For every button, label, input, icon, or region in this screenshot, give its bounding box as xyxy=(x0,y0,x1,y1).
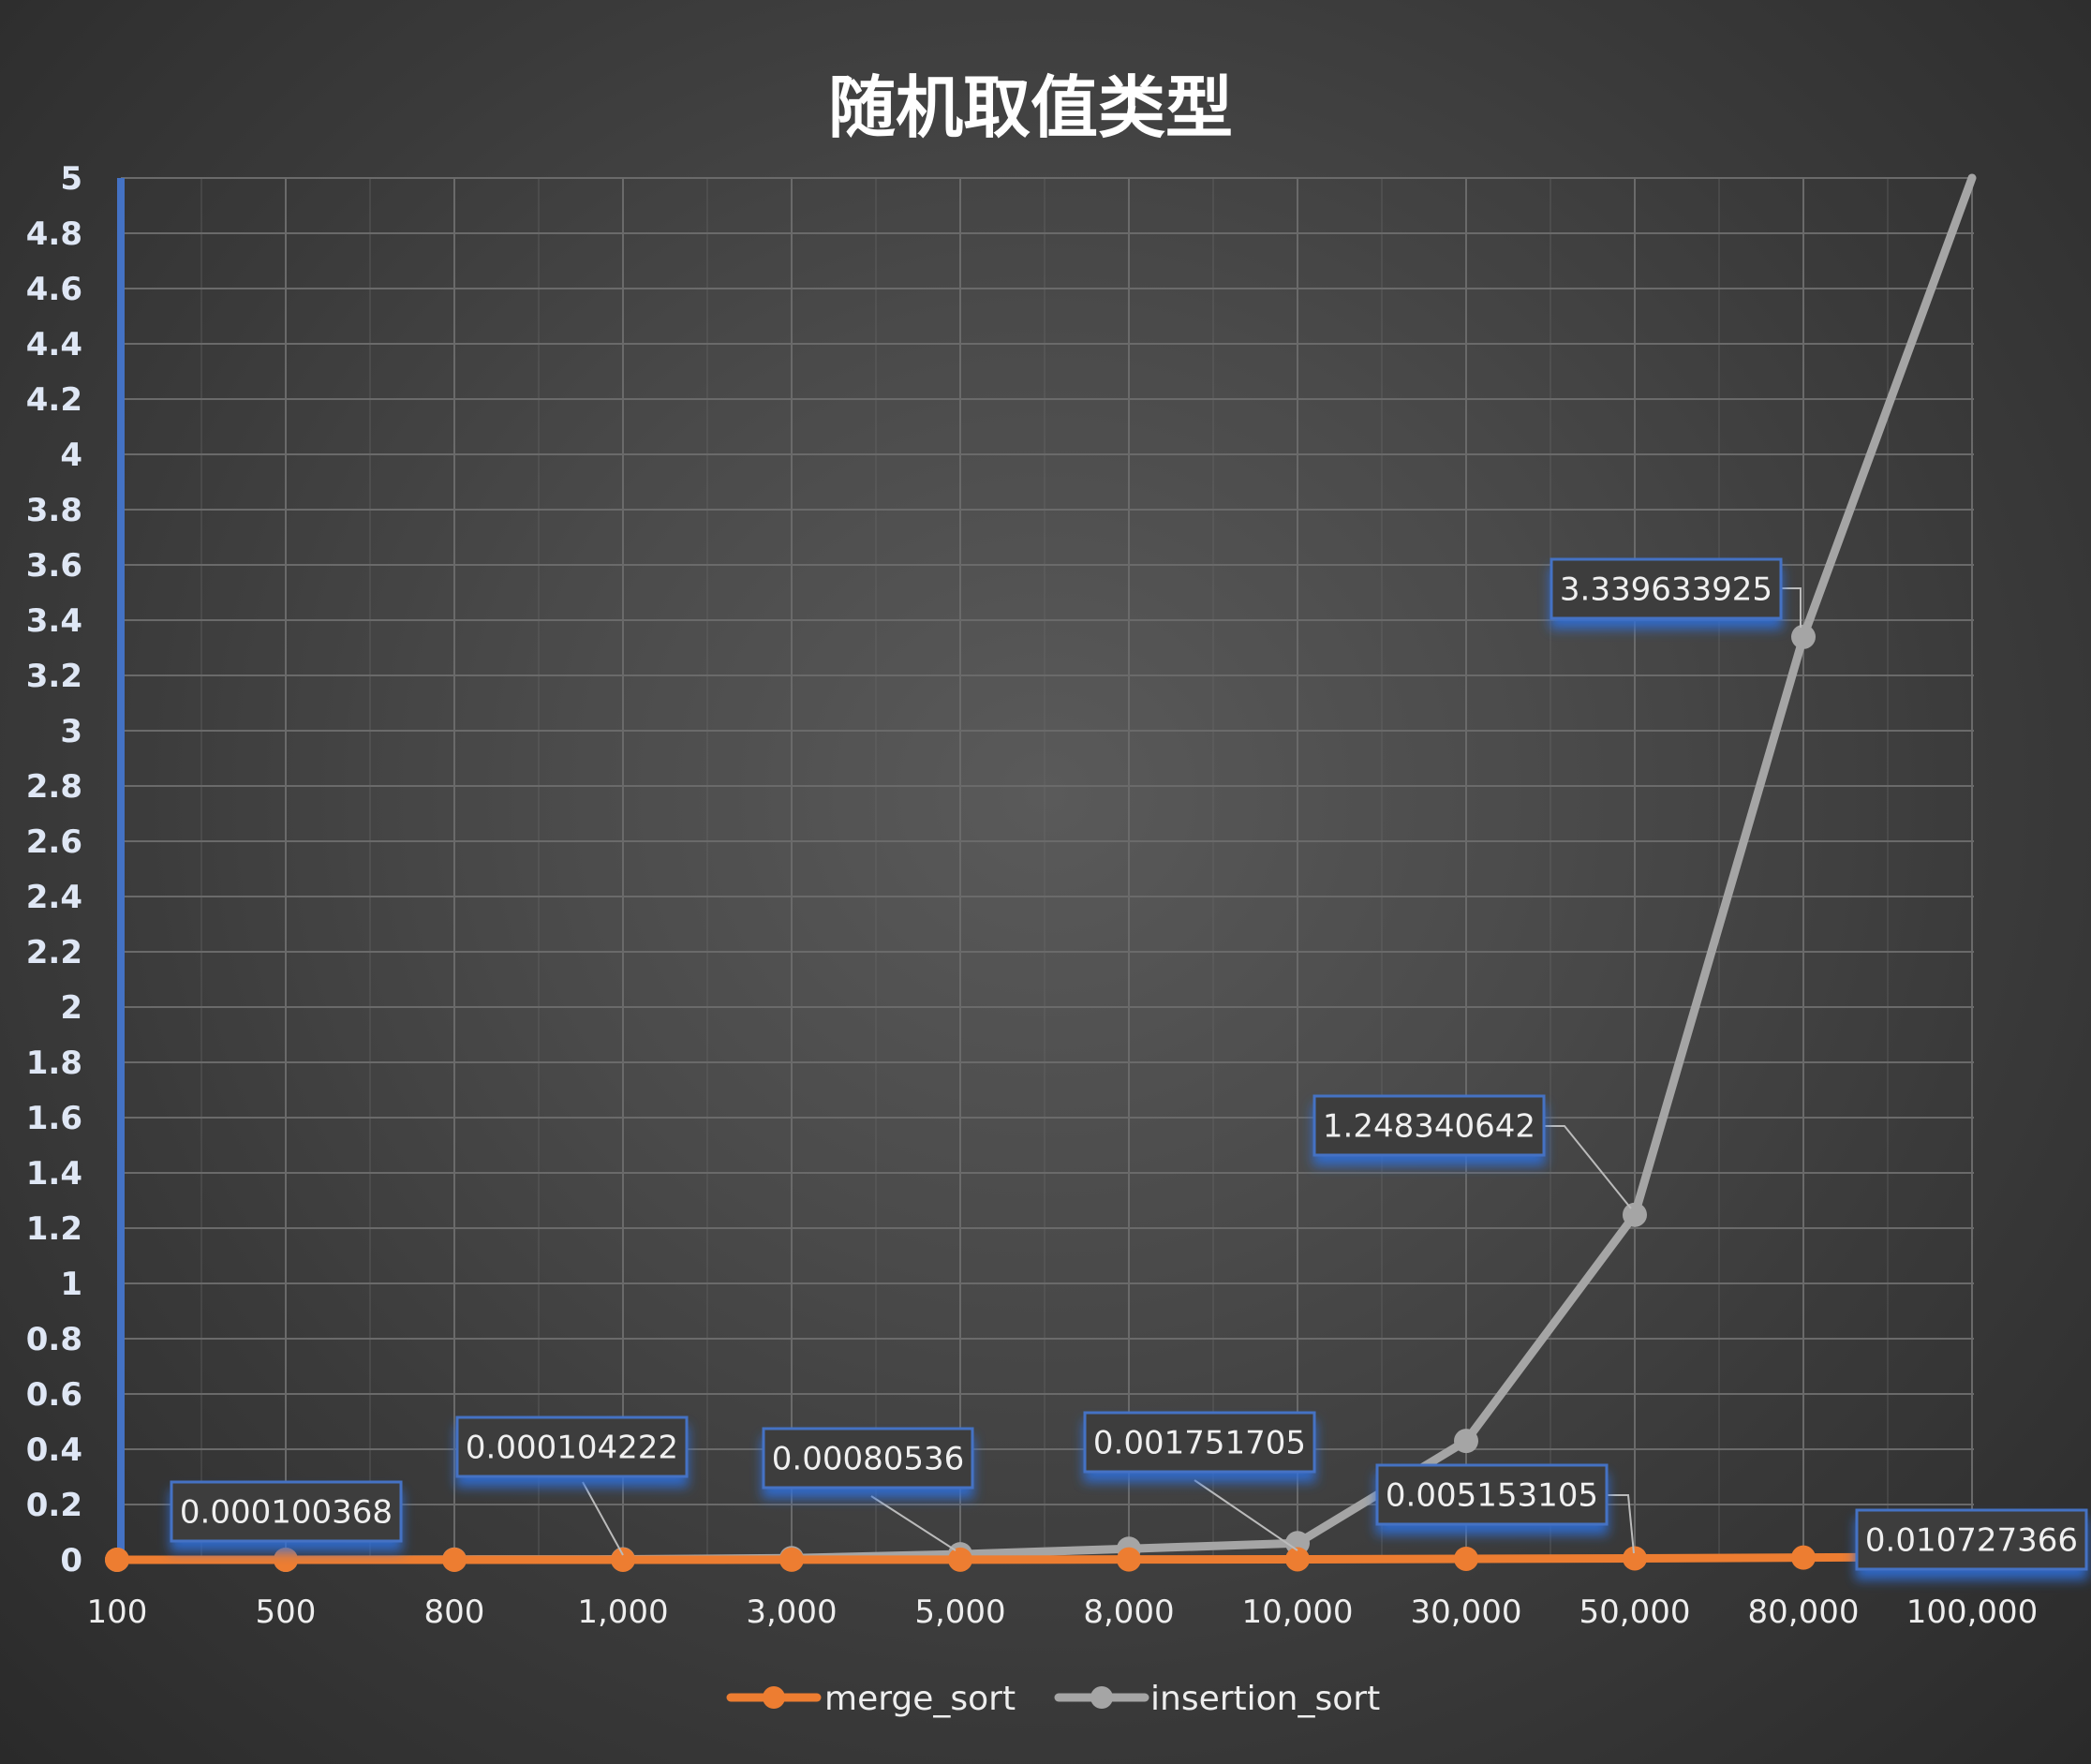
chart-title: 随机取值类型 xyxy=(828,68,1233,147)
data-labels: 0.000100368 0.000104222 0.00080536 0.001751… xyxy=(170,557,2088,1571)
data-point-merge-sort xyxy=(611,1547,635,1572)
y-tick-label: 3 xyxy=(60,713,82,750)
data-label-leader xyxy=(582,1481,624,1556)
y-tick-label: 0.4 xyxy=(26,1431,82,1469)
x-tick-label: 5,000 xyxy=(914,1594,1005,1631)
data-label-text: 0.001751705 xyxy=(1093,1425,1306,1462)
data-label-box xyxy=(1550,557,1783,620)
data-label-text: 0.005153105 xyxy=(1386,1477,1598,1515)
x-tick-label: 10,000 xyxy=(1242,1594,1354,1631)
legend-swatch-marker xyxy=(1090,1686,1113,1709)
y-tick-label: 2.6 xyxy=(26,823,82,861)
y-tick-label: 1.2 xyxy=(26,1210,82,1248)
x-tick-label: 100 xyxy=(87,1594,148,1631)
data-point-insertion-sort xyxy=(1623,1202,1647,1227)
y-tick-label: 2.2 xyxy=(26,934,82,971)
y-tick-label: 0.2 xyxy=(26,1487,82,1524)
x-tick-label: 500 xyxy=(256,1594,317,1631)
legend: merge_sort insertion_sort xyxy=(726,1680,1380,1718)
data-label-leader xyxy=(1781,587,1802,628)
data-point-merge-sort xyxy=(1791,1545,1816,1570)
data-label-box xyxy=(1855,1508,2088,1571)
x-tick-label: 8,000 xyxy=(1083,1594,1174,1631)
data-label-text: 0.000104222 xyxy=(466,1430,678,1467)
y-tick-label: 4.6 xyxy=(26,271,82,308)
data-label-text: 1.248340642 xyxy=(1323,1108,1535,1146)
gridlines xyxy=(121,177,1974,1561)
data-label-box xyxy=(455,1416,689,1478)
series-lines xyxy=(105,173,1984,1572)
data-point-merge-sort xyxy=(1285,1547,1310,1572)
legend-swatch-marker xyxy=(763,1686,785,1709)
data-label-box xyxy=(1312,1094,1546,1157)
data-point-merge-sort xyxy=(1454,1546,1478,1571)
data-point-merge-sort xyxy=(779,1547,804,1572)
y-tick-label: 3.2 xyxy=(26,658,82,695)
y-tick-label: 2.4 xyxy=(26,879,82,916)
data-label-box xyxy=(1083,1411,1316,1474)
data-point-insertion-sort xyxy=(1454,1429,1478,1454)
data-point-merge-sort xyxy=(442,1547,467,1572)
x-tick-label: 50,000 xyxy=(1579,1594,1691,1631)
data-label-box xyxy=(762,1427,974,1490)
data-label-box xyxy=(1375,1463,1609,1526)
x-tick-label: 100,000 xyxy=(1906,1594,2039,1631)
x-tick-label: 1,000 xyxy=(577,1594,668,1631)
data-label-text: 3.339633925 xyxy=(1560,571,1772,609)
data-label-leader xyxy=(870,1495,957,1551)
y-tick-label: 2.8 xyxy=(26,768,82,806)
data-point-insertion-sort xyxy=(1791,624,1816,649)
data-label-leader xyxy=(1544,1125,1632,1209)
x-tick-label: 800 xyxy=(424,1594,485,1631)
y-tick-label: 3.4 xyxy=(26,602,82,640)
legend-label: merge_sort xyxy=(824,1680,1016,1718)
y-tick-label: 4.2 xyxy=(26,381,82,419)
x-tick-label: 3,000 xyxy=(746,1594,837,1631)
x-tick-label: 80,000 xyxy=(1748,1594,1860,1631)
y-tick-label: 1.4 xyxy=(26,1155,82,1193)
series-line-merge-sort xyxy=(112,1552,1977,1564)
data-label-text: 0.00080536 xyxy=(772,1441,965,1478)
y-tick-label: 0.8 xyxy=(26,1321,82,1358)
data-point-merge-sort xyxy=(948,1547,972,1572)
y-tick-label: 3.6 xyxy=(26,547,82,585)
y-tick-label: 0 xyxy=(60,1542,82,1579)
y-tick-label: 1 xyxy=(60,1266,82,1303)
axes: 0 0.2 0.4 0.6 0.8 1 1.2 1.4 1.6 1.8 2 2.2 2.4 2.6 2.8 3… xyxy=(26,160,2039,1631)
y-tick-label: 3.8 xyxy=(26,492,82,529)
data-label-leader xyxy=(1607,1494,1635,1554)
data-point-merge-sort xyxy=(1117,1547,1141,1572)
data-point-merge-sort xyxy=(274,1547,298,1572)
y-tick-label: 4.8 xyxy=(26,215,82,253)
y-tick-label: 1.8 xyxy=(26,1045,82,1082)
y-tick-label: 1.6 xyxy=(26,1100,82,1137)
y-tick-label: 2 xyxy=(60,989,82,1027)
data-label-text: 0.010727366 xyxy=(1865,1522,2078,1560)
y-tick-label: 4 xyxy=(60,437,82,474)
data-point-merge-sort xyxy=(105,1547,129,1572)
data-label-text: 0.000100368 xyxy=(180,1494,393,1532)
data-label-box xyxy=(170,1480,403,1543)
data-label-leader xyxy=(1194,1479,1298,1551)
x-tick-label: 30,000 xyxy=(1411,1594,1522,1631)
y-tick-label: 5 xyxy=(60,160,82,198)
data-point-merge-sort xyxy=(1623,1546,1647,1571)
y-tick-label: 0.6 xyxy=(26,1376,82,1414)
legend-label: insertion_sort xyxy=(1150,1680,1380,1718)
y-tick-label: 4.4 xyxy=(26,326,82,363)
